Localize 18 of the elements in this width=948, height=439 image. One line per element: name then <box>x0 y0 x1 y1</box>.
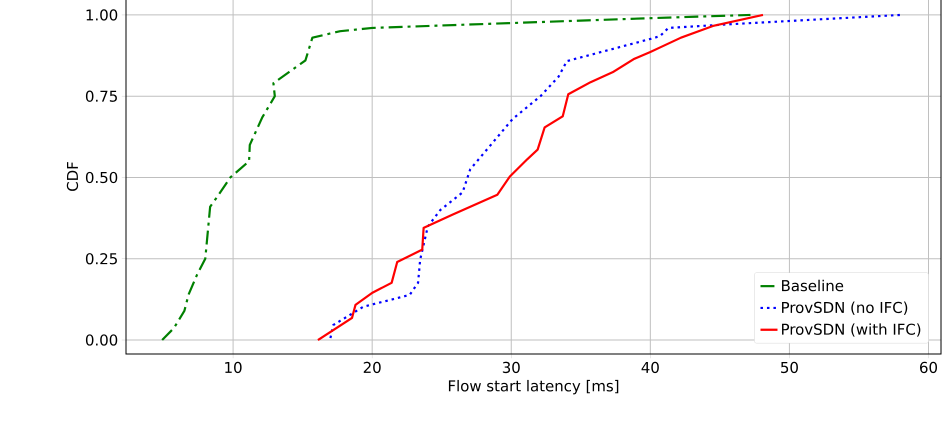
line-series <box>161 14 752 342</box>
y-tick-label: 1.00 <box>86 9 118 21</box>
x-tick-label: 40 <box>642 362 659 374</box>
legend-label: Baseline <box>782 280 844 292</box>
legend-label: ProvSDN (with IFC) <box>782 323 920 337</box>
y-tick-label: 0.50 <box>86 172 118 184</box>
x-tick-label: 30 <box>502 362 520 374</box>
x-tick-label: 60 <box>920 362 937 374</box>
x-tick-label: 10 <box>225 362 242 374</box>
line-series <box>316 14 764 342</box>
y-tick-label: 0.75 <box>86 90 117 102</box>
legend-label: ProvSDN (no IFC) <box>782 302 908 315</box>
x-tick-label: 20 <box>364 362 381 374</box>
x-tick-label: 50 <box>781 362 798 374</box>
y-tick-label: 0.25 <box>86 253 117 264</box>
y-axis-title: CDF <box>66 162 78 191</box>
y-tick-label: 0.00 <box>86 334 118 346</box>
x-axis-title: Flow start latency [ms] <box>448 380 618 394</box>
